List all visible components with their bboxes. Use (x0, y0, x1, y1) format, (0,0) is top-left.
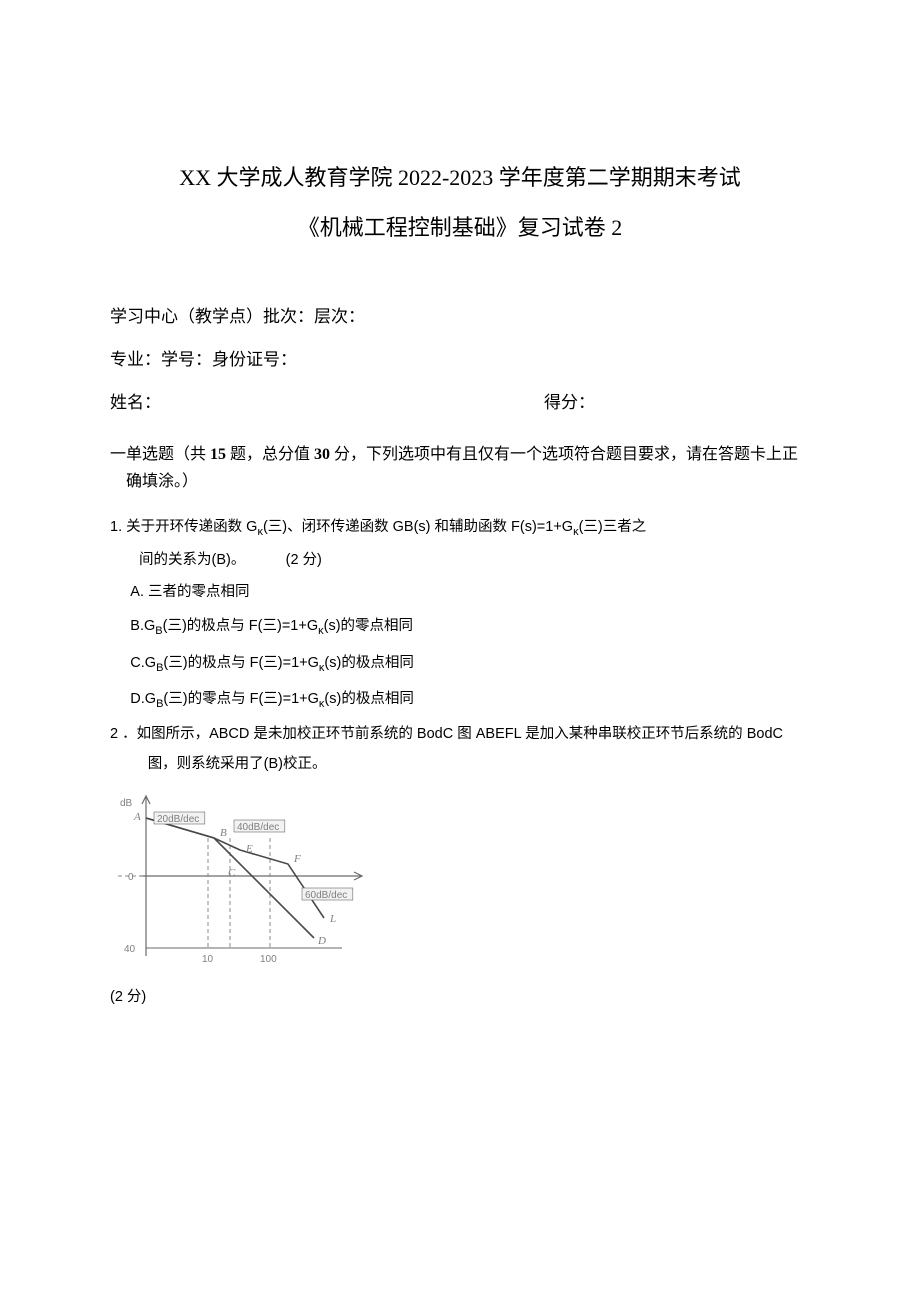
section-1-header: 一单选题（共 15 题，总分值 30 分，下列选项中有且仅有一个选项符合题目要求… (110, 441, 810, 495)
svg-text:20dB/dec: 20dB/dec (157, 814, 199, 825)
q1-option-c: C.GB(三)的极点与 F(三)=1+Gκ(s)的极点相同 (110, 649, 810, 679)
q1-stem-l2a: 间的关系为(B)。 (139, 552, 245, 568)
svg-text:C: C (228, 867, 236, 879)
q2-points: (2 分) (110, 983, 810, 1011)
page-title-line2: 《机械工程控制基础》复习试卷 2 (110, 210, 810, 242)
svg-text:60dB/dec: 60dB/dec (305, 890, 347, 901)
svg-text:40: 40 (124, 944, 136, 955)
q1-stem-a: 1. 关于开环传递函数 G (110, 519, 257, 535)
q1-b-b: (三)的极点与 F(三)=1+G (163, 618, 318, 634)
q1-d-a: D.G (130, 691, 156, 707)
name-label: 姓名： (110, 388, 544, 413)
q1-c-c: (s)的极点相同 (324, 655, 413, 671)
svg-text:0: 0 (128, 872, 134, 883)
svg-text:B: B (220, 827, 227, 839)
section-prefix: 一单选题（共 (110, 446, 210, 463)
q2-stem-line2: 图，则系统采用了(B)校正。 (110, 751, 810, 779)
svg-text:40dB/dec: 40dB/dec (237, 822, 279, 833)
q1-option-b: B.GB(三)的极点与 F(三)=1+Gκ(s)的零点相同 (110, 612, 810, 642)
page-title-line1: XX 大学成人教育学院 2022-2023 学年度第二学期期末考试 (110, 160, 810, 192)
q1-stem-line1: 1. 关于开环传递函数 Gκ(三)、闭环传递函数 GB(s) 和辅助函数 F(s… (110, 513, 810, 543)
svg-text:A: A (133, 811, 141, 823)
q1-d-c: (s)的极点相同 (324, 691, 413, 707)
svg-text:100: 100 (260, 954, 277, 965)
info-line-2: 专业：学号：身份证号： (110, 345, 810, 370)
section-count: 15 (210, 446, 226, 463)
q1-stem-line2: 间的关系为(B)。 (2 分) (110, 546, 810, 574)
score-label: 得分： (544, 388, 810, 413)
info-line-1: 学习中心（教学点）批次：层次： (110, 302, 810, 327)
q1-b-sub1: B (155, 625, 162, 637)
svg-text:F: F (293, 853, 301, 865)
q1-stem-c: (三)三者之 (579, 519, 647, 535)
q1-points: (2 分) (286, 552, 322, 568)
q1-stem-b: (三)、闭环传递函数 GB(s) 和辅助函数 F(s)=1+G (263, 519, 573, 535)
bode-svg: 20dB/dec 40dB/dec 60dB/dec dB 0 40 10 100 A B EC F D… (110, 788, 370, 968)
q1-option-d: D.GB(三)的零点与 F(三)=1+Gκ(s)的极点相同 (110, 685, 810, 715)
section-points: 30 (314, 446, 330, 463)
svg-text:D: D (317, 935, 326, 947)
q1-b-c: (s)的零点相同 (324, 618, 413, 634)
q1-d-b: (三)的零点与 F(三)=1+G (163, 691, 318, 707)
svg-text:dB: dB (120, 798, 133, 809)
q1-c-b: (三)的极点与 F(三)=1+G (163, 655, 318, 671)
q1-c-a: C.G (130, 655, 156, 671)
q2-bode-diagram: 20dB/dec 40dB/dec 60dB/dec dB 0 40 10 100 A B EC F D… (110, 788, 810, 978)
question-1: 1. 关于开环传递函数 Gκ(三)、闭环传递函数 GB(s) 和辅助函数 F(s… (110, 513, 810, 715)
q1-b-a: B.G (130, 618, 155, 634)
section-mid1: 题，总分值 (226, 446, 314, 463)
svg-text:E: E (245, 843, 253, 855)
question-2: 2 ．如图所示，ABCD 是未加校正环节前系统的 BodC 图 ABEFL 是加… (110, 721, 810, 1011)
q1-option-a: A. 三者的零点相同 (110, 578, 810, 606)
svg-text:10: 10 (202, 954, 214, 965)
svg-text:L: L (329, 913, 336, 925)
q2-stem-line1: 2 ．如图所示，ABCD 是未加校正环节前系统的 BodC 图 ABEFL 是加… (110, 721, 810, 749)
